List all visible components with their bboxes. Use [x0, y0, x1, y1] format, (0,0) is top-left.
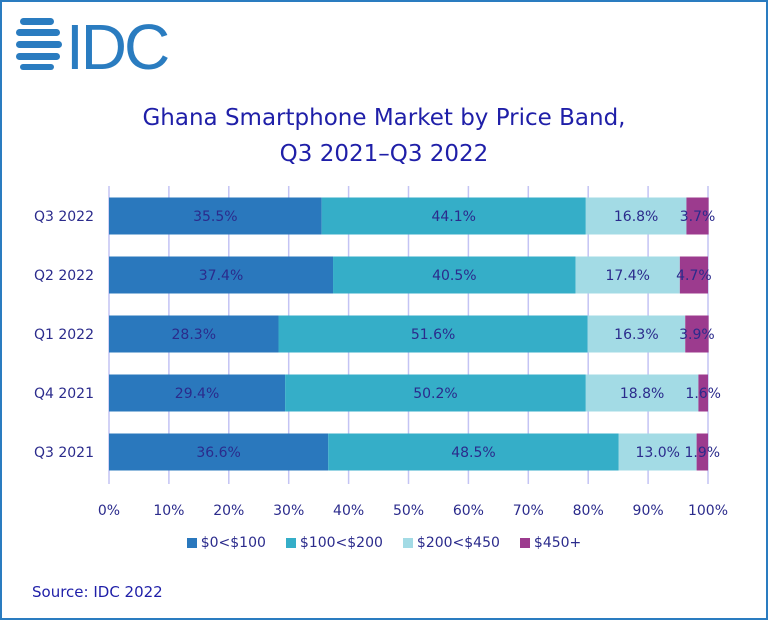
- bar-segment: [109, 256, 334, 294]
- x-tick-label: 80%: [573, 503, 604, 519]
- svg-text:IDC: IDC: [66, 16, 168, 72]
- data-label: 40.5%: [432, 268, 476, 284]
- x-tick-label: 100%: [688, 503, 728, 519]
- bar-segment: [333, 256, 576, 294]
- bar-segment: [696, 433, 708, 471]
- legend-item: $200<$450: [402, 535, 500, 551]
- bar-segment: [686, 197, 709, 235]
- legend-label: $450+: [533, 535, 582, 551]
- chart-title: Ghana Smartphone Market by Price Band, Q…: [2, 100, 766, 172]
- data-label: 16.8%: [614, 209, 658, 225]
- legend-swatch: [402, 538, 413, 548]
- y-tick-label: Q2 2022: [34, 268, 94, 284]
- data-label: 13.0%: [635, 445, 679, 461]
- data-label: 50.2%: [413, 386, 457, 402]
- source-note: Source: IDC 2022: [32, 583, 163, 601]
- bar-segment: [679, 256, 708, 294]
- legend: $0<$100 $100<$200 $200<$450 $450+: [2, 535, 766, 551]
- bar-segment: [285, 374, 586, 412]
- bar-segment: [685, 315, 709, 353]
- data-label: 16.3%: [614, 327, 658, 343]
- x-tick-label: 70%: [513, 503, 544, 519]
- x-tick-label: 20%: [213, 503, 244, 519]
- x-tick-label: 60%: [453, 503, 484, 519]
- bar-segment: [109, 315, 279, 353]
- bar-segment: [618, 433, 697, 471]
- y-tick-label: Q1 2022: [34, 327, 94, 343]
- data-label: 1.9%: [685, 445, 721, 461]
- bar-segment: [575, 256, 680, 294]
- legend-swatch: [285, 538, 296, 548]
- data-label: 35.5%: [193, 209, 237, 225]
- y-tick-label: Q4 2021: [34, 386, 94, 402]
- legend-swatch: [519, 538, 530, 548]
- legend-item: $450+: [519, 535, 582, 551]
- data-label: 3.7%: [680, 209, 716, 225]
- legend-label: $200<$450: [416, 535, 500, 551]
- data-label: 18.8%: [620, 386, 664, 402]
- x-tick-label: 30%: [273, 503, 304, 519]
- x-tick-label: 10%: [153, 503, 184, 519]
- idc-logo: IDC: [16, 16, 171, 72]
- data-label: 4.7%: [676, 268, 712, 284]
- legend-swatch: [186, 538, 197, 548]
- legend-item: $0<$100: [186, 535, 266, 551]
- legend-item: $100<$200: [285, 535, 383, 551]
- bar-segment: [328, 433, 619, 471]
- bar-segment: [585, 374, 699, 412]
- y-tick-label: Q3 2021: [34, 445, 94, 461]
- legend-label: $0<$100: [200, 535, 266, 551]
- data-label: 44.1%: [431, 209, 475, 225]
- data-label: 3.9%: [679, 327, 715, 343]
- bar-segment: [585, 197, 687, 235]
- data-label: 28.3%: [172, 327, 216, 343]
- bar-segment: [278, 315, 588, 353]
- y-tick-label: Q3 2022: [34, 209, 94, 225]
- chart-title-line-2: Q3 2021–Q3 2022: [279, 141, 489, 167]
- data-label: 51.6%: [411, 327, 455, 343]
- x-tick-label: 90%: [633, 503, 664, 519]
- data-label: 36.6%: [196, 445, 240, 461]
- bar-segment: [698, 374, 708, 412]
- bar-segment: [109, 374, 286, 412]
- x-tick-label: 50%: [393, 503, 424, 519]
- chart-title-line-1: Ghana Smartphone Market by Price Band,: [142, 105, 626, 131]
- data-label: 37.4%: [199, 268, 243, 284]
- bar-segment: [109, 197, 322, 235]
- bar-segment: [321, 197, 586, 235]
- x-tick-label: 0%: [98, 503, 120, 519]
- bar-chart: 0% 10% 20% 30% 40% 50% 60% 70% 80% 90% 100% Q3 2022…: [34, 186, 728, 519]
- x-tick-label: 40%: [333, 503, 364, 519]
- data-label: 29.4%: [175, 386, 219, 402]
- bar-segment: [587, 315, 686, 353]
- data-label: 17.4%: [605, 268, 649, 284]
- data-label: 48.5%: [451, 445, 495, 461]
- data-label: 1.6%: [685, 386, 721, 402]
- legend-label: $100<$200: [299, 535, 383, 551]
- bar-segment: [109, 433, 329, 471]
